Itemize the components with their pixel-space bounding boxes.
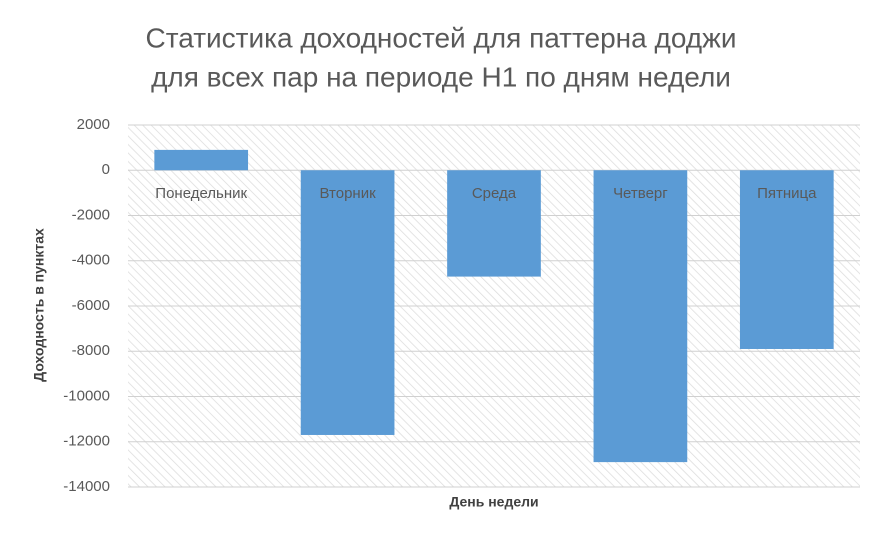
bar <box>300 170 395 435</box>
bar <box>593 170 688 463</box>
x-tick-label: Среда <box>472 185 517 202</box>
y-tick-label: 2000 <box>77 116 110 133</box>
y-tick-label: -6000 <box>72 297 110 314</box>
y-tick-label: -8000 <box>72 342 110 359</box>
chart-title: Статистика доходностей для паттерна додж… <box>146 22 737 53</box>
bar <box>154 149 249 171</box>
x-tick-label: Четверг <box>613 185 668 202</box>
x-axis-label: День недели <box>449 494 538 510</box>
bar <box>447 170 541 277</box>
y-tick-label: -14000 <box>63 478 110 495</box>
x-tick-label: Вторник <box>320 185 377 202</box>
y-tick-label: -10000 <box>63 387 110 404</box>
y-tick-label: 0 <box>102 161 110 178</box>
x-tick-label: Понедельник <box>155 185 247 202</box>
x-tick-label: Пятница <box>757 185 817 202</box>
bar <box>739 170 834 349</box>
y-tick-label: -2000 <box>72 206 110 223</box>
y-axis-label: Доходность в пунктах <box>31 228 47 382</box>
chart-title: для всех пар на периоде H1 по дням недел… <box>151 61 731 92</box>
y-tick-label: -12000 <box>63 433 110 450</box>
y-tick-label: -4000 <box>72 252 110 269</box>
